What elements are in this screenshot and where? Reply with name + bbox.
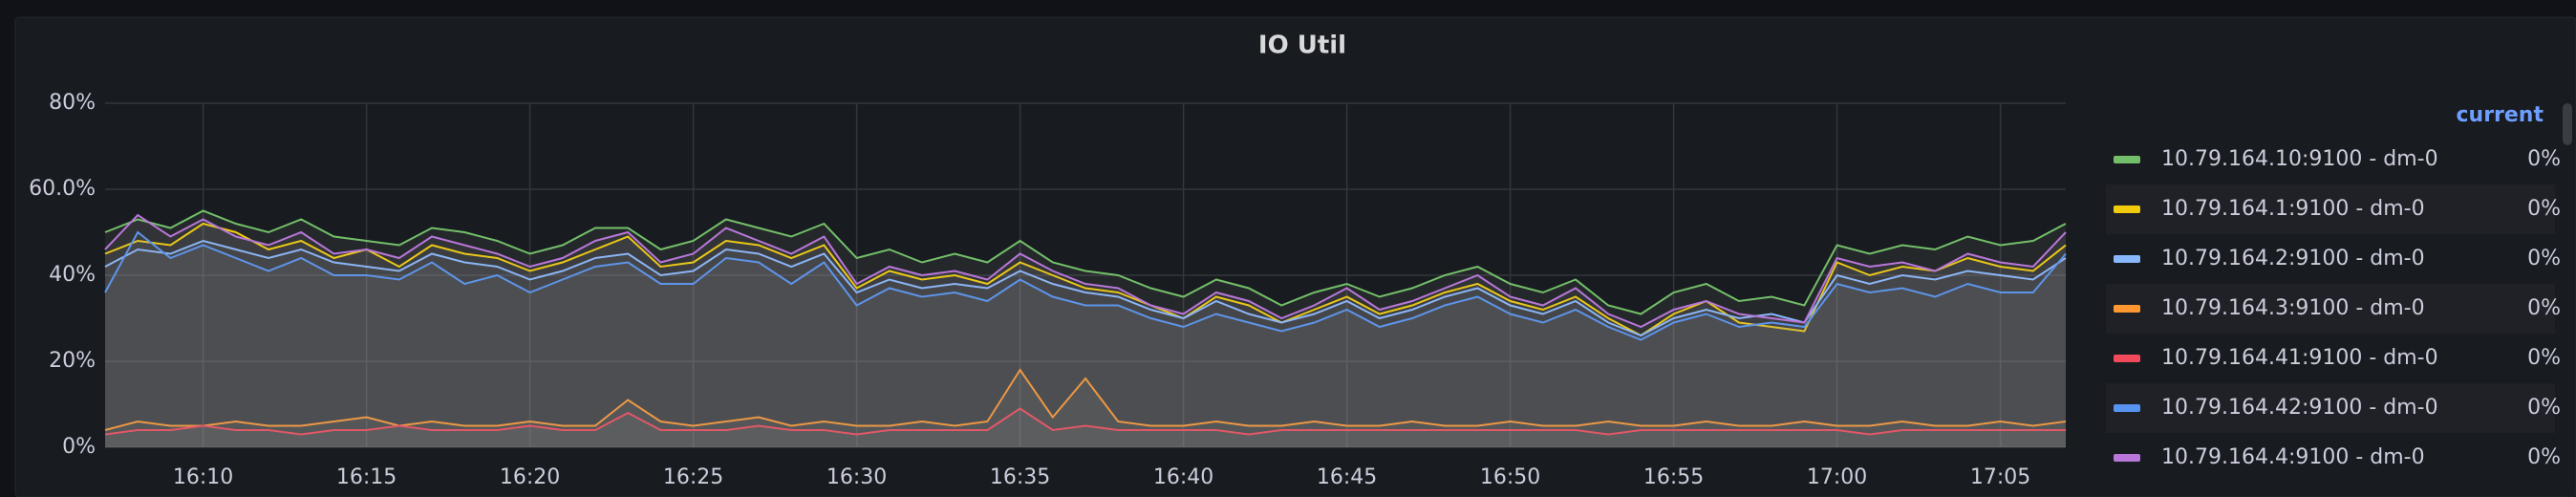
scrollbar[interactable]: [2563, 103, 2572, 145]
series-area: [105, 370, 2066, 447]
legend-swatch[interactable]: [2114, 205, 2140, 213]
series-area: [105, 210, 2066, 447]
legend-value: 0%: [2527, 197, 2561, 221]
panel-title: IO Util: [1258, 32, 1346, 60]
legend-label[interactable]: 10.79.164.10:9100 - dm-0: [2161, 147, 2438, 171]
legend-swatch[interactable]: [2114, 255, 2140, 263]
y-tick-label: 40%: [49, 263, 96, 287]
legend-swatch[interactable]: [2114, 454, 2140, 462]
legend-row-bg: [2106, 383, 2555, 433]
x-tick-label: 16:10: [173, 465, 233, 489]
legend-value: 0%: [2527, 396, 2561, 420]
legend-value: 0%: [2527, 346, 2561, 370]
legend-swatch[interactable]: [2114, 404, 2140, 412]
x-tick-label: 17:05: [1970, 465, 2030, 489]
legend-header[interactable]: current: [2456, 103, 2544, 127]
legend-row-bg: [2106, 184, 2555, 234]
legend-label[interactable]: 10.79.164.2:9100 - dm-0: [2161, 247, 2425, 270]
x-tick-label: 16:50: [1480, 465, 1540, 489]
series-line: [104, 407, 2066, 436]
legend-label[interactable]: 10.79.164.1:9100 - dm-0: [2161, 197, 2425, 221]
series-line: [104, 209, 2067, 315]
x-tick-label: 16:40: [1153, 465, 1213, 489]
x-tick-label: 16:55: [1643, 465, 1704, 489]
x-tick-label: 16:35: [990, 465, 1050, 489]
y-tick-label: 60.0%: [29, 177, 96, 201]
x-tick-label: 16:30: [826, 465, 887, 489]
legend-label[interactable]: 10.79.164.41:9100 - dm-0: [2161, 346, 2438, 370]
legend-label[interactable]: 10.79.164.4:9100 - dm-0: [2161, 445, 2425, 469]
series-line: [104, 239, 2067, 337]
x-tick-label: 16:15: [336, 465, 397, 489]
x-tick-label: 16:45: [1317, 465, 1377, 489]
panel: [14, 16, 2576, 497]
series-line: [104, 230, 2067, 341]
y-tick-label: 0%: [62, 435, 96, 459]
x-tick-label: 16:20: [500, 465, 560, 489]
series-area: [105, 232, 2066, 447]
legend-label[interactable]: 10.79.164.3:9100 - dm-0: [2161, 296, 2425, 320]
series-line: [104, 368, 2067, 431]
x-tick-label: 17:00: [1807, 465, 1867, 489]
legend-row-bg: [2106, 284, 2555, 334]
legend-value: 0%: [2527, 247, 2561, 270]
legend-value: 0%: [2527, 445, 2561, 469]
legend-swatch[interactable]: [2114, 156, 2140, 163]
series-area: [105, 224, 2066, 447]
series-line: [104, 213, 2067, 329]
legend-value: 0%: [2527, 296, 2561, 320]
series-line: [104, 222, 2067, 337]
series-area: [105, 408, 2066, 447]
legend-swatch[interactable]: [2114, 305, 2140, 313]
series-area: [105, 241, 2066, 447]
legend-value: 0%: [2527, 147, 2561, 171]
legend-swatch[interactable]: [2114, 355, 2140, 362]
x-tick-label: 16:25: [663, 465, 723, 489]
y-tick-label: 20%: [49, 349, 96, 373]
series-area: [105, 215, 2066, 447]
legend-label[interactable]: 10.79.164.42:9100 - dm-0: [2161, 396, 2438, 420]
y-tick-label: 80%: [49, 91, 96, 115]
